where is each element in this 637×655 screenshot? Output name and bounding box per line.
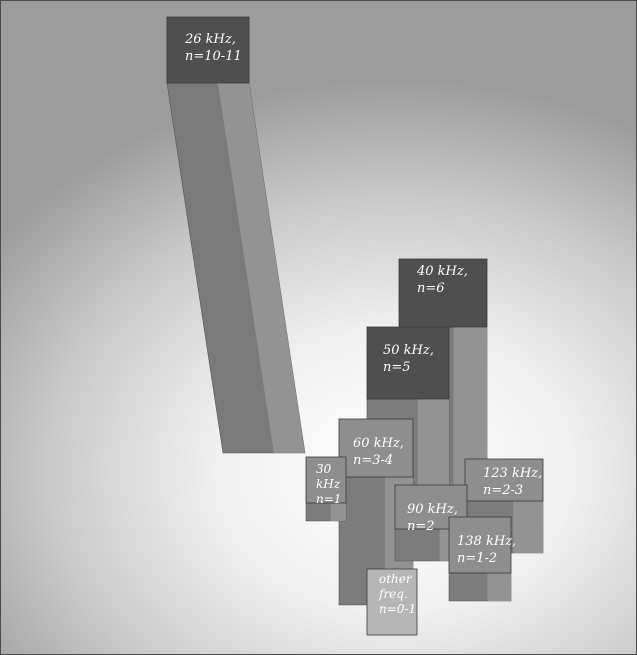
bar-8: 138 kHz, n=1-2 xyxy=(449,517,516,601)
bar-label-2: n=2 xyxy=(407,519,435,534)
bar-label-2: n=3-4 xyxy=(353,453,393,468)
bar-label-1: 50 kHz, xyxy=(383,343,434,358)
bar-label-1: 90 kHz, xyxy=(407,502,458,517)
bar-label-1: 40 kHz, xyxy=(416,264,468,279)
bar-label-1: other xyxy=(379,572,413,586)
bar-label-2: kHz xyxy=(316,477,341,491)
bar-label-2: n=10-11 xyxy=(185,49,242,64)
bar-label-2: n=1-2 xyxy=(457,551,497,566)
bar-label-2: n=2-3 xyxy=(483,483,523,498)
bar-label-2: freq. xyxy=(378,587,408,601)
bar-label-3: n=0-1 xyxy=(379,602,416,616)
bar-label-1: 138 kHz, xyxy=(457,534,516,549)
bar-label-2: n=5 xyxy=(383,360,411,375)
bar-face-shade xyxy=(418,399,449,491)
bar-label-3: n=1 xyxy=(316,492,341,506)
bar-face-shade xyxy=(487,573,511,601)
bar-1: 26 kHz, n=10-11 xyxy=(167,17,305,453)
bar-label-2: n=6 xyxy=(417,281,445,296)
bar-label-1: 30 xyxy=(316,462,332,476)
bar-face-shade xyxy=(513,501,543,553)
bar-label-1: 123 kHz, xyxy=(483,466,542,481)
bar-label-1: 60 kHz, xyxy=(353,436,404,451)
bar-label-1: 26 kHz, xyxy=(184,32,236,47)
